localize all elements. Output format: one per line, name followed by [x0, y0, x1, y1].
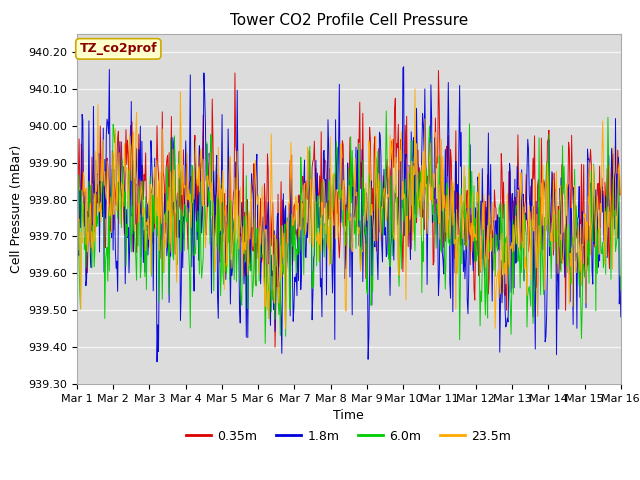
Text: TZ_co2prof: TZ_co2prof — [79, 42, 157, 55]
X-axis label: Time: Time — [333, 409, 364, 422]
Y-axis label: Cell Pressure (mBar): Cell Pressure (mBar) — [10, 144, 22, 273]
Title: Tower CO2 Profile Cell Pressure: Tower CO2 Profile Cell Pressure — [230, 13, 468, 28]
Legend: 0.35m, 1.8m, 6.0m, 23.5m: 0.35m, 1.8m, 6.0m, 23.5m — [181, 425, 516, 448]
